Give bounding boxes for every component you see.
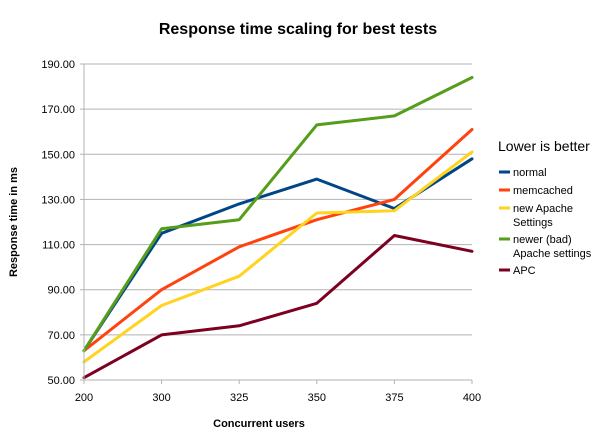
y-tick-label: 190.00 [41,59,75,71]
series-line-newer-bad-apache-settings [82,76,474,353]
x-tick-label: 200 [75,392,93,404]
legend: Lower is better normal memcached new Apach… [498,138,592,277]
y-tick-label: 110.00 [42,240,75,252]
x-tick-label: 300 [152,392,170,404]
x-axis-title: Concurrent users [213,418,305,430]
series-line-apc [82,234,474,380]
y-tick-label: 70.00 [47,330,75,342]
chart-title: Response time scaling for best tests [159,21,437,38]
legend-title: Lower is better [498,138,590,154]
x-tick-label: 350 [308,392,326,404]
legend-label: newer (bad) [513,234,572,246]
grid-lines [84,63,472,381]
legend-label: APC [513,265,536,277]
y-axis-title: Response time in ms [8,167,20,277]
x-axis-tick-labels: 200 300 325 350 375 400 [75,392,481,404]
series-lines [82,76,474,380]
x-tick-label: 400 [463,392,481,404]
axes [80,63,473,384]
y-tick-label: 150.00 [41,149,75,161]
legend-label: Apache settings [513,248,592,260]
x-tick-label: 325 [230,392,248,404]
y-tick-label: 50.00 [47,375,75,387]
legend-label: memcached [513,185,573,197]
series-line-memcached [82,128,474,353]
series-line-normal [82,157,474,353]
y-tick-label: 130.00 [41,194,75,206]
legend-label: new Apache [513,203,573,215]
y-axis-tick-labels: 50.00 70.00 90.00 110.00 130.00 150.00 170.00 1… [41,59,75,387]
series-line-new-apache-settings [82,150,474,364]
legend-label: Settings [513,217,553,229]
x-tick-label: 375 [385,392,403,404]
y-tick-label: 170.00 [41,104,75,116]
y-tick-label: 90.00 [47,285,75,297]
legend-label: normal [513,167,547,179]
